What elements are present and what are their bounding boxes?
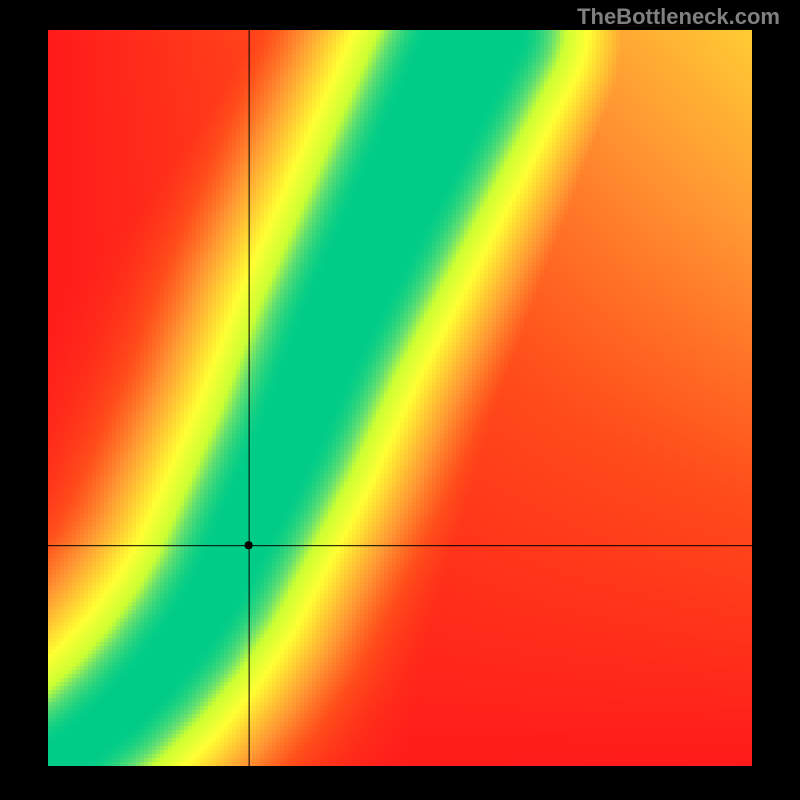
- watermark-text: TheBottleneck.com: [577, 4, 780, 30]
- heatmap-plot-area: [48, 30, 752, 766]
- crosshair-overlay: [48, 30, 752, 766]
